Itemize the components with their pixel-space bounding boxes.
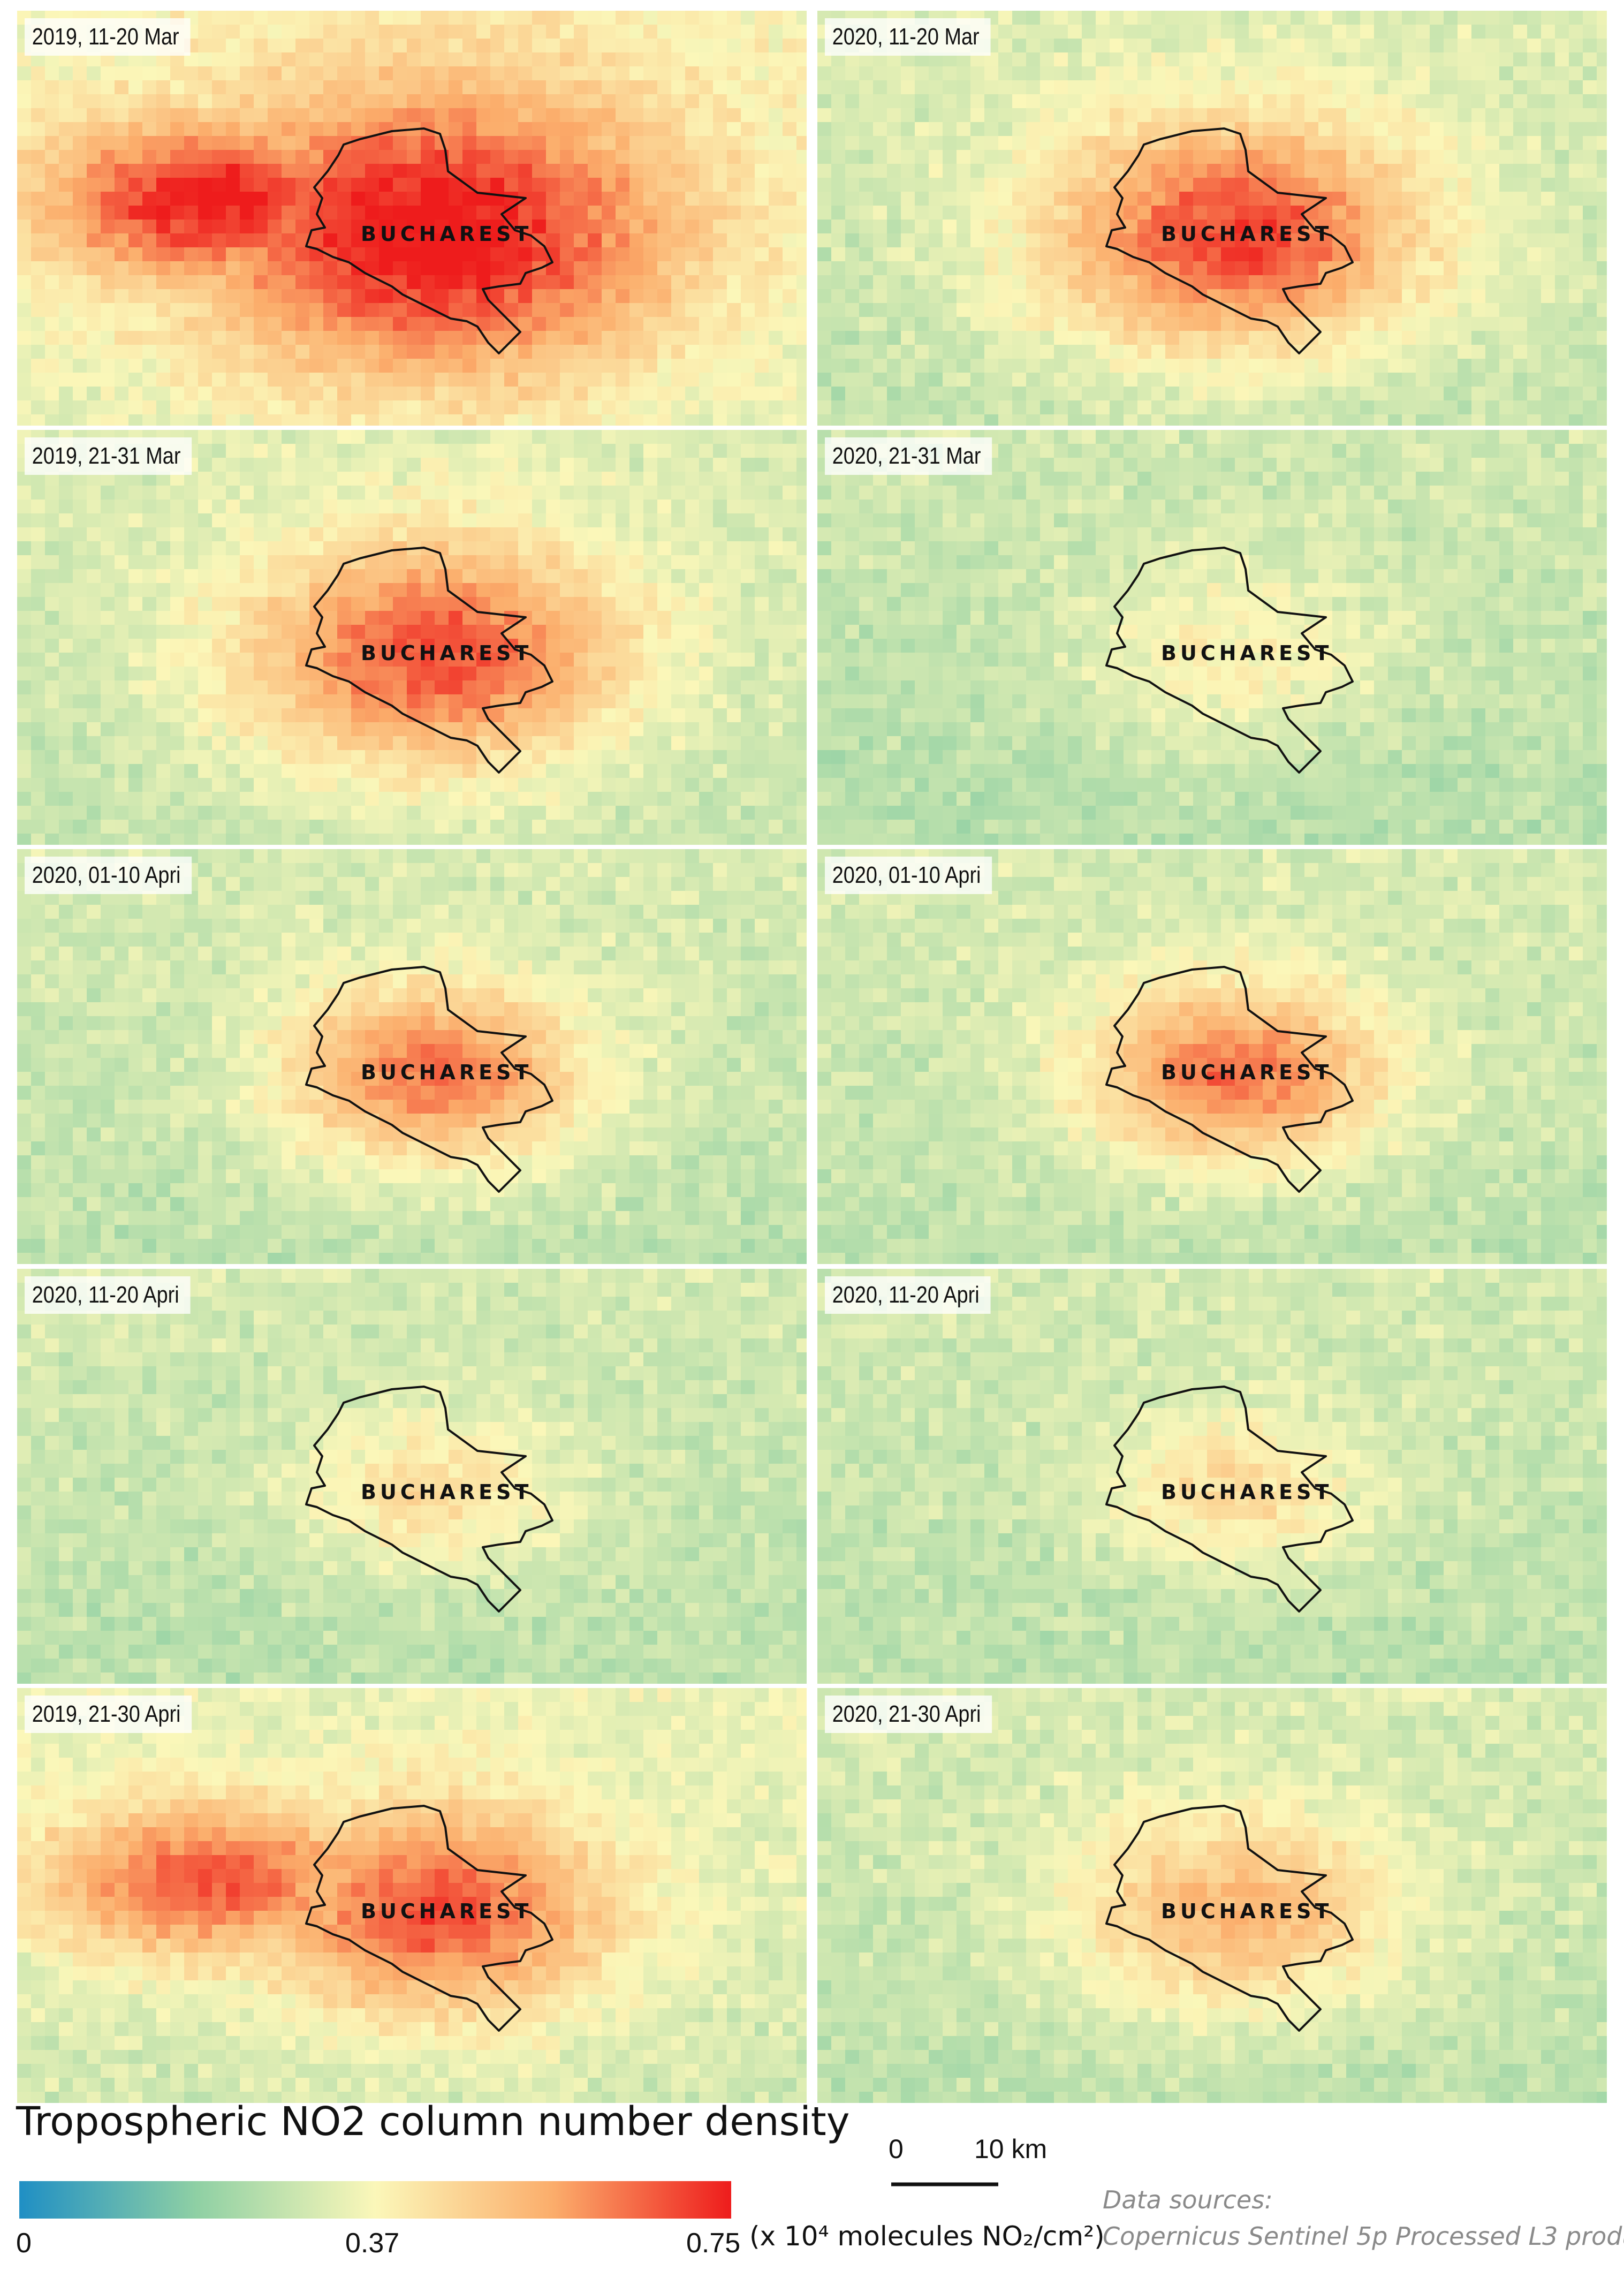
- map-panel: 2020, 11-20 Apri BUCHAREST: [817, 1269, 1607, 1684]
- scale-bar-start: 0: [889, 2134, 904, 2164]
- map-panel: 2019, 21-30 Apri BUCHAREST: [17, 1688, 807, 2103]
- city-boundary: [305, 1805, 553, 2032]
- panel-date-label: 2020, 11-20 Mar: [825, 18, 991, 56]
- city-boundary: [305, 1386, 553, 1613]
- city-boundary: [1105, 1805, 1354, 2032]
- no2-density-heatmap: [817, 849, 1607, 1264]
- scale-bar-line: [891, 2182, 998, 2186]
- legend-tick-min: 0: [16, 2228, 32, 2259]
- no2-density-heatmap: [17, 1269, 807, 1684]
- panel-date-label: 2020, 11-20 Apri: [825, 1276, 991, 1314]
- city-label: BUCHAREST: [361, 222, 533, 246]
- map-panel: 2020, 01-10 Apri BUCHAREST: [17, 849, 807, 1264]
- no2-density-heatmap: [17, 430, 807, 845]
- no2-density-heatmap: [17, 11, 807, 426]
- map-panel: 2020, 01-10 Apri BUCHAREST: [817, 849, 1607, 1264]
- legend-tick-mid: 0.37: [345, 2228, 400, 2259]
- city-label: BUCHAREST: [361, 1480, 533, 1504]
- city-boundary: [305, 966, 553, 1193]
- city-label: BUCHAREST: [1161, 222, 1333, 246]
- scale-bar-end: 10 km: [974, 2134, 1048, 2164]
- city-label: BUCHAREST: [361, 1900, 533, 1923]
- data-sources-line: Copernicus Sentinel 5p Processed L3 prod…: [1103, 2222, 1624, 2251]
- map-panel: 2020, 11-20 Apri BUCHAREST: [17, 1269, 807, 1684]
- city-boundary: [305, 127, 553, 354]
- city-label: BUCHAREST: [1161, 1480, 1333, 1504]
- city-label: BUCHAREST: [361, 641, 533, 665]
- city-boundary: [305, 547, 553, 774]
- city-label: BUCHAREST: [1161, 1900, 1333, 1923]
- city-label: BUCHAREST: [1161, 641, 1333, 665]
- data-sources-heading: Data sources:: [1103, 2185, 1273, 2214]
- panel-date-label: 2019, 21-31 Mar: [25, 437, 192, 475]
- panel-date-label: 2020, 01-10 Apri: [825, 857, 992, 894]
- panel-date-label: 2020, 11-20 Apri: [25, 1276, 191, 1314]
- city-boundary: [1105, 547, 1354, 774]
- panel-date-label: 2020, 21-31 Mar: [825, 437, 992, 475]
- map-panel: 2020, 11-20 Mar BUCHAREST: [817, 11, 1607, 426]
- panel-date-label: 2019, 21-30 Apri: [25, 1696, 192, 1733]
- map-panel: 2019, 11-20 Mar BUCHAREST: [17, 11, 807, 426]
- map-panel: 2020, 21-30 Apri BUCHAREST: [817, 1688, 1607, 2103]
- city-label: BUCHAREST: [1161, 1061, 1333, 1084]
- no2-density-heatmap: [817, 1688, 1607, 2103]
- no2-density-heatmap: [817, 430, 1607, 845]
- no2-density-heatmap: [817, 1269, 1607, 1684]
- no2-density-heatmap: [817, 11, 1607, 426]
- map-panel: 2020, 21-31 Mar BUCHAREST: [817, 430, 1607, 845]
- panel-date-label: 2020, 01-10 Apri: [25, 857, 192, 894]
- city-boundary: [1105, 127, 1354, 354]
- no2-density-heatmap: [17, 1688, 807, 2103]
- city-label: BUCHAREST: [361, 1061, 533, 1084]
- panel-date-label: 2020, 21-30 Apri: [825, 1696, 992, 1733]
- no2-density-heatmap: [17, 849, 807, 1264]
- legend-title: Tropospheric NO2 column number density: [16, 2099, 850, 2145]
- legend-units: (x 10⁴ molecules NO₂/cm²): [749, 2221, 1105, 2252]
- map-panel: 2019, 21-31 Mar BUCHAREST: [17, 430, 807, 845]
- legend-tick-max: 0.75: [686, 2228, 741, 2259]
- color-scale-bar: [19, 2181, 731, 2219]
- panel-date-label: 2019, 11-20 Mar: [25, 18, 191, 56]
- city-boundary: [1105, 1386, 1354, 1613]
- city-boundary: [1105, 966, 1354, 1193]
